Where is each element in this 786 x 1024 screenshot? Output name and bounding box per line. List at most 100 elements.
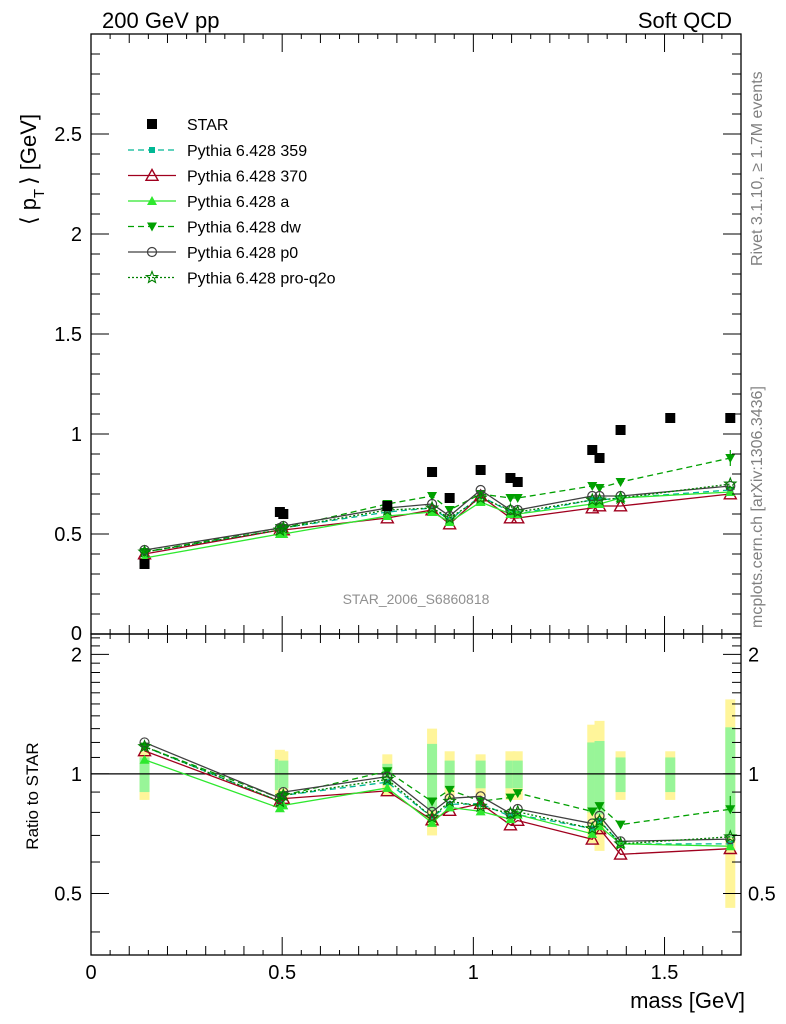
series-point <box>594 499 605 508</box>
header-right: Soft QCD <box>638 8 732 33</box>
green-band <box>665 757 676 793</box>
series-point <box>512 494 523 503</box>
ratio-point <box>427 817 438 827</box>
rivet-label: Rivet 3.1.10, ≥ 1.7M events <box>749 71 766 266</box>
ratio-point <box>613 846 628 860</box>
series-point <box>592 492 607 507</box>
ratio-point <box>587 828 598 838</box>
data-point <box>139 559 150 569</box>
ratio-point <box>503 817 518 831</box>
ratio-line <box>144 759 731 847</box>
y-axis-label-sub: T <box>31 189 48 198</box>
ratio-y-tick-label-right: 2 <box>748 644 759 666</box>
y-axis-label-main: ⟨ p <box>16 198 41 225</box>
ratio-y-tick-label-right: 1 <box>748 764 759 786</box>
y-tick-label: 1.5 <box>54 324 82 346</box>
ratio-point <box>594 802 605 812</box>
ratio-point <box>444 802 455 812</box>
series-point <box>382 511 393 520</box>
ratio-point <box>723 829 738 843</box>
data-point <box>587 445 598 455</box>
star-data <box>139 413 736 569</box>
series-point <box>473 490 488 505</box>
y-axis-label: ⟨ pT ⟩ [GeV] <box>16 114 48 225</box>
series-point <box>510 504 525 519</box>
legend-label: Pythia 6.428 a <box>187 194 289 211</box>
ratio-y-tick-label: 1 <box>71 764 82 786</box>
ratio-point <box>592 813 607 827</box>
data-point <box>512 477 523 487</box>
ratio-bands <box>91 699 741 908</box>
ratio-line <box>144 741 731 842</box>
ratio-point <box>137 739 152 753</box>
ratio-point <box>382 782 393 792</box>
legend-marker <box>149 147 155 153</box>
series-point <box>475 484 486 496</box>
legend-marker <box>146 246 158 258</box>
x-tick-label: 0 <box>85 962 96 984</box>
ratio-y-tick-label: 0.5 <box>54 883 82 905</box>
ratio-line <box>144 750 731 855</box>
ratio-lines <box>137 737 738 860</box>
ratio-point <box>424 809 440 824</box>
ratio-point <box>380 771 395 786</box>
series-point <box>725 480 736 492</box>
green-band <box>594 741 605 815</box>
green-band <box>587 742 598 813</box>
ratio-y-tick-label-right: 0.5 <box>748 883 776 905</box>
ratio-point <box>512 789 523 799</box>
data-point <box>427 467 438 477</box>
y-tick-label: 0.5 <box>54 524 82 546</box>
ratio-point <box>442 793 457 808</box>
x-tick-label: 1 <box>468 962 479 984</box>
ratio-line <box>144 745 731 845</box>
ratio-point <box>272 793 288 808</box>
ratio-point <box>473 798 488 813</box>
series-point <box>594 484 605 493</box>
series-point <box>427 507 438 516</box>
ratio-point <box>427 797 438 807</box>
legend-label: Pythia 6.428 370 <box>187 169 307 186</box>
ratio-point <box>505 814 516 824</box>
ratio-point <box>426 806 438 817</box>
data-point <box>615 425 626 435</box>
series-point <box>615 478 626 487</box>
ratio-line <box>144 745 731 845</box>
series-point <box>505 494 516 503</box>
legend-label: Pythia 6.428 p0 <box>187 245 298 262</box>
y-axis-label-unit: ⟩ [GeV] <box>16 114 41 185</box>
series-point <box>276 520 291 535</box>
legend-label: STAR <box>187 117 228 134</box>
y-tick-label-zero: 0 <box>71 623 82 645</box>
green-band <box>427 743 438 811</box>
ratio-point <box>510 804 525 818</box>
ratio-point <box>587 807 598 817</box>
series-point <box>613 498 628 512</box>
series-point <box>424 500 440 515</box>
ratio-point <box>725 841 736 851</box>
ratio-point <box>510 813 525 827</box>
series-point <box>503 502 518 517</box>
series-point <box>442 510 457 525</box>
legend-marker <box>147 222 157 232</box>
ratio-point <box>139 754 150 764</box>
legend-label: Pythia 6.428 pro-q2o <box>187 271 336 288</box>
series-point <box>137 544 152 559</box>
legend: STAR Pythia 6.428 359 Pythia 6.428 370 Pyth… <box>128 117 336 288</box>
ratio-point <box>475 806 486 816</box>
green-band <box>615 757 626 793</box>
ratio-point <box>613 836 628 850</box>
ratio-point <box>585 831 600 845</box>
main-series <box>137 450 738 562</box>
series-point <box>427 492 438 501</box>
x-tick-label: 0.5 <box>268 962 296 984</box>
axes: 0 0.5 1 1.5 0.5 1 1.5 2 2.5 0 0.5 0.5 1 1 2 2 <box>54 33 776 984</box>
series-point <box>426 498 438 510</box>
y-tick-label: 2.5 <box>54 124 82 146</box>
x-axis-label: mass [GeV] <box>630 988 745 1013</box>
header-left: 200 GeV pp <box>102 8 219 33</box>
series-line <box>144 491 731 559</box>
ratio-point <box>725 834 736 845</box>
data-point <box>594 453 605 463</box>
